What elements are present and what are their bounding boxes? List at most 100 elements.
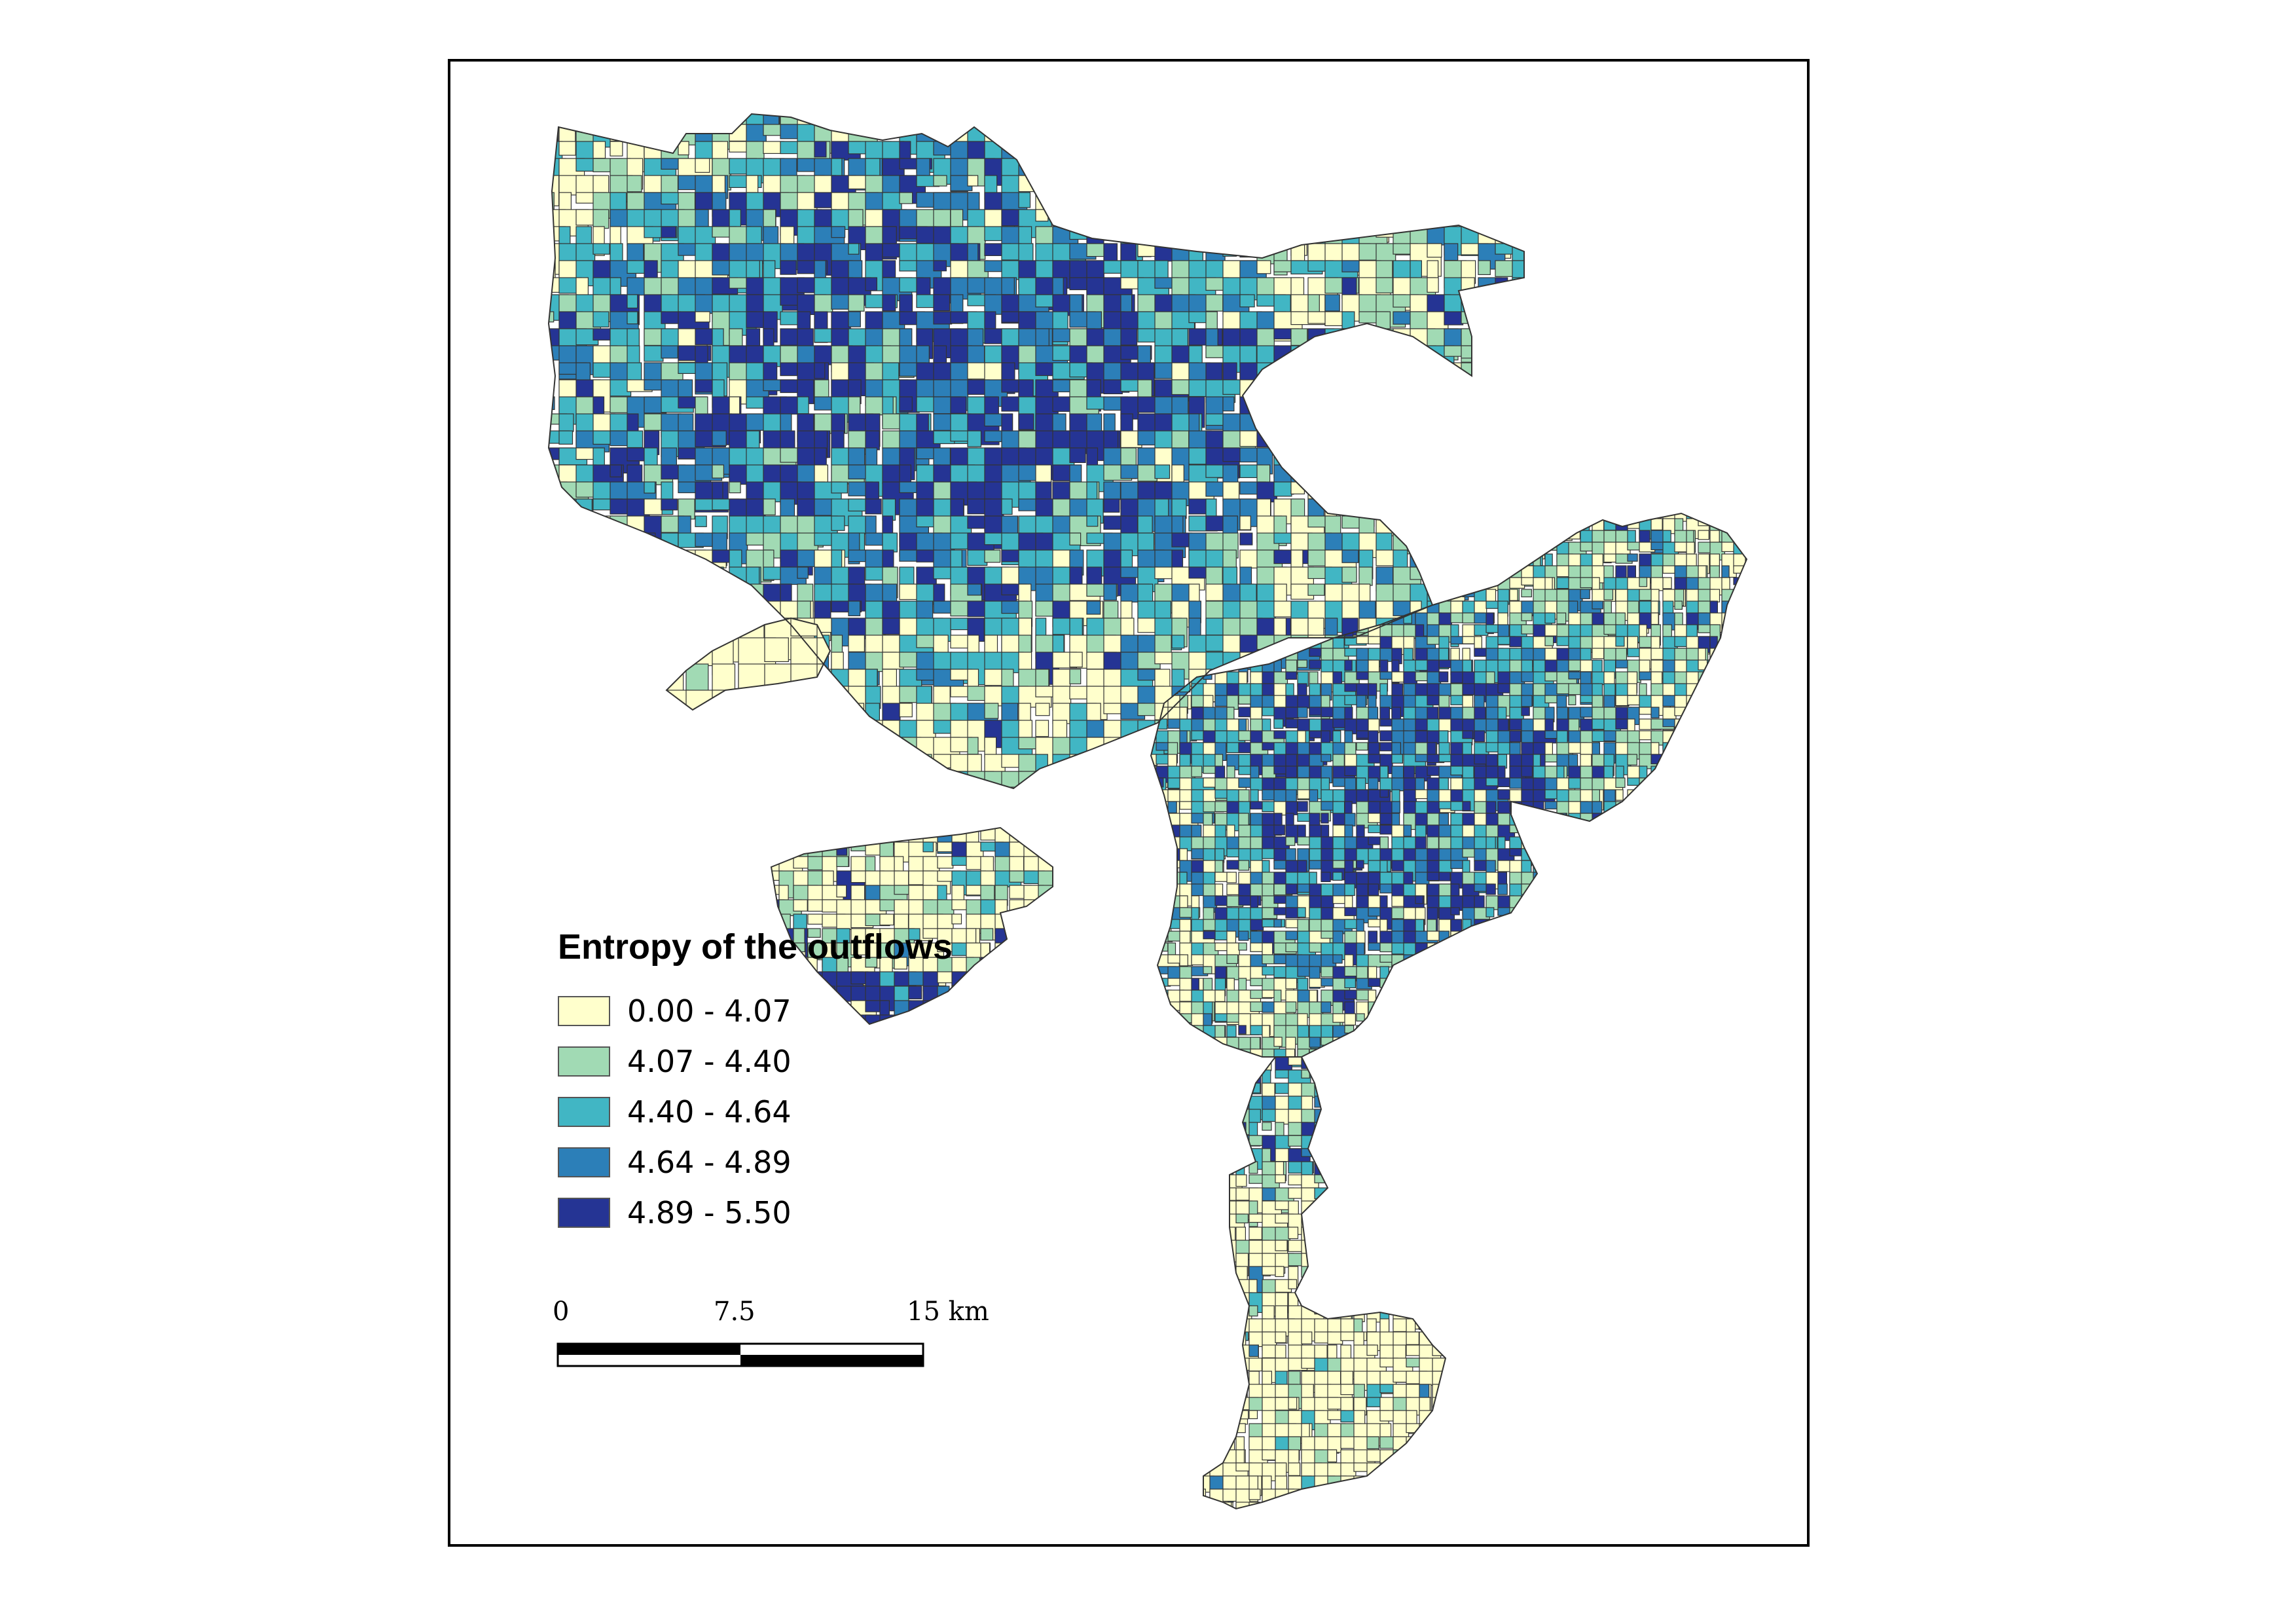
census-tract[interactable] [1662, 954, 1679, 971]
census-tract[interactable] [1544, 907, 1559, 922]
census-tract[interactable] [1238, 813, 1249, 826]
census-tract[interactable] [1358, 141, 1390, 153]
census-tract[interactable] [592, 703, 613, 733]
census-tract[interactable] [1179, 954, 1188, 967]
census-tract[interactable] [1495, 141, 1522, 164]
census-tract[interactable] [1273, 396, 1289, 420]
census-tract[interactable] [882, 754, 898, 773]
census-tract[interactable] [1627, 813, 1647, 826]
census-tract[interactable] [1344, 883, 1355, 896]
census-tract[interactable] [1205, 294, 1224, 312]
census-tract[interactable] [1544, 824, 1561, 846]
census-tract[interactable] [1580, 848, 1590, 864]
census-tract[interactable] [1368, 978, 1381, 987]
census-tract[interactable] [729, 464, 748, 485]
census-tract[interactable] [1650, 1037, 1665, 1058]
census-tract[interactable] [1307, 481, 1338, 500]
census-tract[interactable] [592, 311, 610, 327]
census-tract[interactable] [933, 260, 947, 272]
census-tract[interactable] [1721, 836, 1744, 851]
census-tract[interactable] [1521, 907, 1542, 927]
census-tract[interactable] [1380, 1061, 1394, 1071]
census-tract[interactable] [1698, 683, 1722, 701]
census-tract[interactable] [1580, 931, 1590, 949]
census-tract[interactable] [1393, 464, 1409, 477]
census-tract[interactable] [1485, 518, 1510, 534]
census-tract[interactable] [1358, 379, 1388, 400]
census-tract[interactable] [1721, 624, 1745, 635]
census-tract[interactable] [1052, 345, 1072, 361]
census-tract[interactable] [1495, 345, 1522, 375]
census-tract[interactable] [1307, 175, 1327, 191]
census-tract[interactable] [1256, 430, 1282, 448]
census-tract[interactable] [1403, 1037, 1425, 1050]
census-tract[interactable] [1757, 542, 1774, 563]
census-tract[interactable] [1438, 542, 1455, 557]
census-tract[interactable] [814, 686, 847, 709]
census-tract[interactable] [1069, 175, 1087, 188]
census-tract[interactable] [865, 498, 882, 515]
census-tract[interactable] [814, 328, 833, 343]
census-tract[interactable] [1709, 801, 1726, 809]
census-tract[interactable] [1698, 1001, 1717, 1014]
census-tract[interactable] [780, 737, 792, 754]
census-tract[interactable] [1285, 978, 1298, 989]
census-tract[interactable] [627, 124, 657, 136]
census-tract[interactable] [1444, 464, 1463, 476]
census-tract[interactable] [933, 124, 949, 138]
census-tract[interactable] [1427, 954, 1446, 970]
census-tract[interactable] [1410, 396, 1427, 426]
census-tract[interactable] [1137, 158, 1151, 182]
census-tract[interactable] [1462, 1025, 1474, 1038]
census-tract[interactable] [1103, 209, 1134, 236]
census-tract[interactable] [899, 260, 919, 272]
census-tract[interactable] [1341, 447, 1364, 462]
census-tract[interactable] [1512, 464, 1527, 495]
census-tract[interactable] [1650, 612, 1659, 625]
census-tract[interactable] [1650, 860, 1668, 877]
census-tract[interactable] [1568, 860, 1586, 873]
census-tract[interactable] [1332, 730, 1341, 745]
census-tract[interactable] [1521, 813, 1531, 828]
census-tract[interactable] [685, 612, 723, 629]
census-tract[interactable] [1403, 1048, 1427, 1071]
census-tract[interactable] [1368, 801, 1381, 814]
census-tract[interactable] [1580, 883, 1588, 898]
census-tract[interactable] [1639, 883, 1661, 901]
census-tract[interactable] [1709, 777, 1729, 792]
census-tract[interactable] [1521, 707, 1530, 716]
census-tract[interactable] [712, 771, 741, 794]
census-tract[interactable] [1461, 430, 1488, 453]
census-tract[interactable] [1544, 636, 1554, 646]
census-tract[interactable] [1698, 860, 1706, 870]
census-tract[interactable] [1171, 635, 1185, 649]
census-tract[interactable] [1529, 380, 1554, 404]
census-tract[interactable] [1709, 883, 1720, 896]
census-tract[interactable] [1721, 813, 1732, 836]
census-tract[interactable] [1556, 860, 1573, 877]
census-tract[interactable] [575, 618, 611, 632]
census-tract[interactable] [558, 669, 591, 689]
census-tract[interactable] [1427, 542, 1442, 561]
census-tract[interactable] [1557, 1061, 1569, 1079]
census-tract[interactable] [933, 771, 968, 788]
census-tract[interactable] [558, 703, 585, 718]
census-tract[interactable] [1592, 1037, 1611, 1054]
census-tract[interactable] [1721, 777, 1744, 796]
census-tract[interactable] [1156, 824, 1171, 835]
census-tract[interactable] [1495, 447, 1511, 463]
census-tract[interactable] [1603, 624, 1618, 635]
census-tract[interactable] [1745, 754, 1763, 771]
census-tract[interactable] [542, 771, 562, 788]
census-tract[interactable] [1290, 124, 1308, 136]
census-tract[interactable] [1462, 1048, 1484, 1068]
census-tract[interactable] [1662, 777, 1676, 798]
census-tract[interactable] [1533, 907, 1556, 925]
census-tract[interactable] [1324, 294, 1340, 312]
census-tract[interactable] [1461, 209, 1492, 225]
census-tract[interactable] [1639, 966, 1657, 976]
census-tract[interactable] [1120, 107, 1134, 141]
census-tract[interactable] [1580, 1001, 1590, 1021]
census-tract[interactable] [1757, 507, 1777, 530]
census-tract[interactable] [1035, 328, 1049, 348]
